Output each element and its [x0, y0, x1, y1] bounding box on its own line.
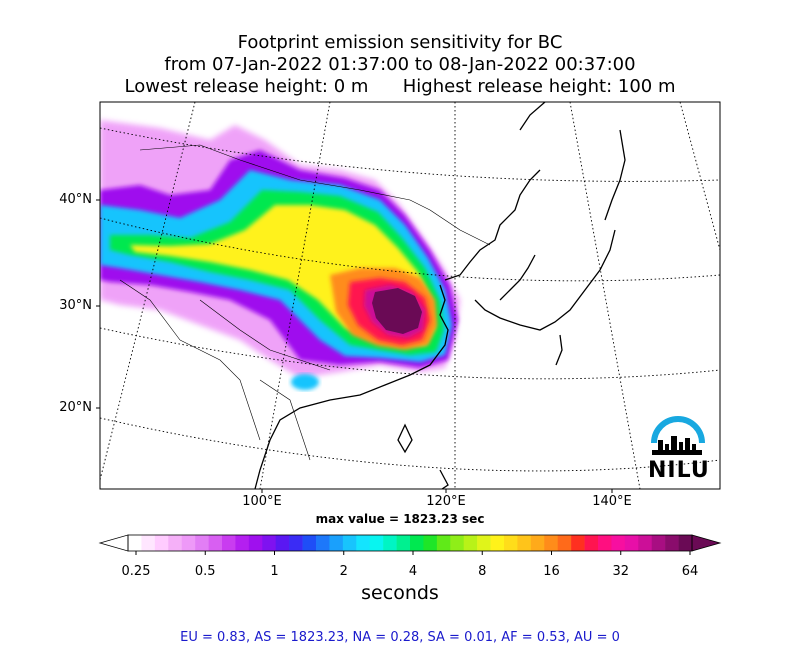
colorbar-cell — [410, 535, 424, 551]
lat-label-40: 40°N — [59, 192, 92, 207]
colorbar-cells — [128, 535, 693, 551]
lon-label-120: 120°E — [426, 494, 466, 509]
lon-label-100: 100°E — [242, 494, 282, 509]
colorbar-cell — [208, 535, 223, 551]
colorbar-cell — [463, 535, 478, 551]
map-frame — [99, 101, 721, 490]
colorbar-tick-label: 0.5 — [194, 564, 216, 579]
colorbar-tick-label: 4 — [408, 564, 418, 579]
colorbar-cell — [611, 535, 626, 551]
colorbar-cell — [141, 535, 156, 551]
colorbar-cell — [665, 535, 679, 551]
colorbar-ticks — [135, 551, 691, 555]
colorbar-tick-label: 8 — [478, 564, 487, 579]
plume-hotspot — [372, 288, 422, 334]
nilu-logo — [651, 416, 705, 455]
colorbar-cell — [544, 535, 559, 551]
colorbar-cell — [128, 535, 142, 551]
plume-layers — [100, 102, 720, 489]
colorbar-tick-label: 2 — [339, 564, 348, 579]
title-line-1: Footprint emission sensitivity for BC — [237, 32, 563, 53]
colorbar-cell — [222, 535, 236, 551]
graticule — [100, 102, 720, 489]
colorbar-cell — [423, 535, 438, 551]
borders — [119, 144, 491, 461]
nilu-logo-arc — [651, 416, 705, 444]
lat-ticks — [96, 199, 613, 493]
colorbar-tick-label: 16 — [543, 564, 560, 579]
colorbar-cell — [651, 535, 666, 551]
lon-label-140: 140°E — [592, 494, 632, 509]
lat-label-20: 20°N — [59, 400, 92, 415]
colorbar-cell — [154, 535, 169, 551]
colorbar-cell — [383, 535, 397, 551]
colorbar-cell — [571, 535, 585, 551]
colorbar-cell — [369, 535, 384, 551]
colorbar-tick-label: 64 — [681, 564, 699, 579]
colorbar-cell — [168, 535, 183, 551]
colorbar-cell — [584, 535, 599, 551]
colorbar-cell — [517, 535, 532, 551]
colorbar-cell — [329, 535, 344, 551]
regions-summary: EU = 0.83, AS = 1823.23, NA = 0.28, SA =… — [180, 630, 620, 645]
colorbar-cell — [356, 535, 371, 551]
nilu-logo-skyline — [652, 436, 702, 455]
colorbar-cell — [490, 535, 505, 551]
nilu-logo-text: NILU — [648, 458, 710, 483]
colorbar-cell — [248, 535, 263, 551]
title-line-3: Lowest release height: 0 m Highest relea… — [124, 76, 676, 97]
colorbar-cell — [316, 535, 330, 551]
colorbar-frame — [127, 534, 693, 552]
colorbar-low-extend — [98, 534, 129, 552]
colorbar-cell — [342, 535, 357, 551]
max-value-text: max value = 1823.23 sec — [315, 512, 485, 526]
colorbar-cell — [598, 535, 612, 551]
colorbar-cell — [530, 535, 545, 551]
colorbar-cell — [289, 535, 303, 551]
colorbar-cell — [302, 535, 317, 551]
colorbar-cell — [450, 535, 465, 551]
colorbar-cell — [477, 535, 491, 551]
colorbar-cell — [436, 535, 451, 551]
colorbar-cell — [504, 535, 518, 551]
colorbar-cell — [624, 535, 639, 551]
title-line-2: from 07-Jan-2022 01:37:00 to 08-Jan-2022… — [164, 54, 636, 75]
lat-label-30: 30°N — [59, 298, 92, 313]
colorbar-label: seconds — [361, 582, 439, 604]
colorbar-cell — [262, 535, 277, 551]
colorbar-cell — [235, 535, 250, 551]
colorbar-cell — [557, 535, 572, 551]
colorbar-cell — [396, 535, 411, 551]
colorbar-cell — [275, 535, 290, 551]
colorbar-cell — [678, 535, 693, 551]
colorbar-tick-label: 0.25 — [121, 564, 151, 579]
colorbar-high-extend — [691, 534, 722, 552]
colorbar-cell — [638, 535, 653, 551]
plume-blob — [291, 374, 319, 390]
colorbar-tick-label: 1 — [270, 564, 279, 579]
colorbar-cell — [195, 535, 209, 551]
colorbar-tick-label: 32 — [612, 564, 630, 579]
coastlines — [254, 102, 626, 489]
colorbar-cell — [181, 535, 196, 551]
